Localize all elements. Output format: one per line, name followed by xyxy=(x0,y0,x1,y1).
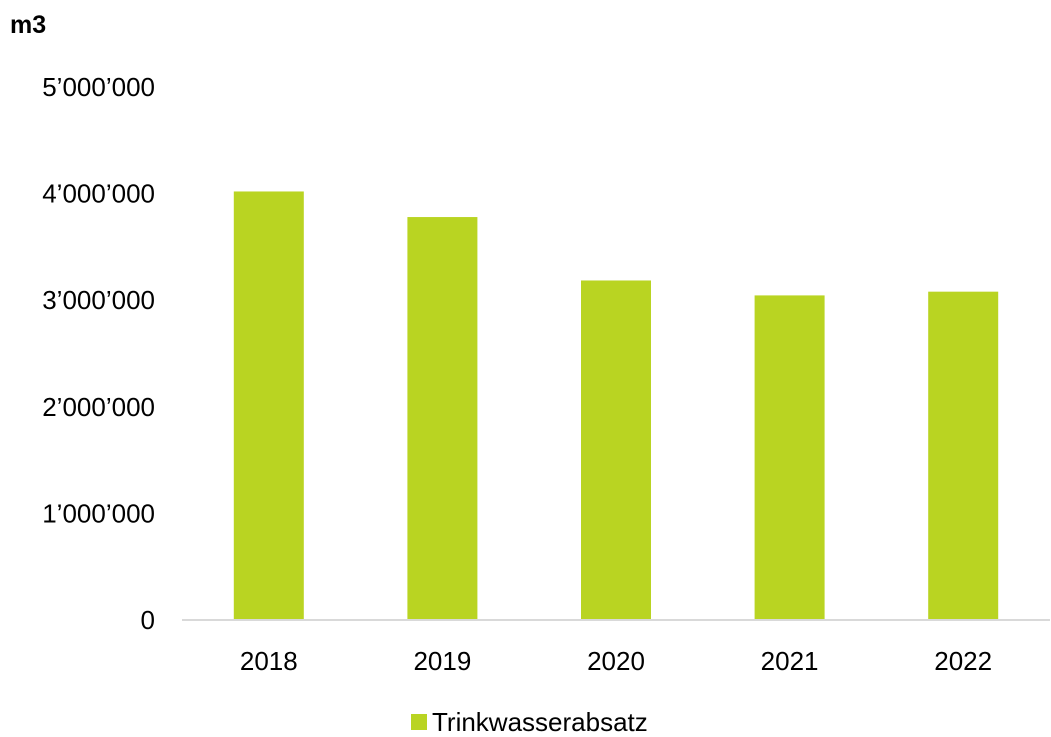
y-tick-label: 2’000’000 xyxy=(42,392,155,422)
bar-2020 xyxy=(581,280,651,620)
y-tick-label: 3’000’000 xyxy=(42,285,155,315)
y-unit-label: m3 xyxy=(10,11,46,39)
x-tick-label: 2018 xyxy=(240,646,298,676)
x-tick-label: 2021 xyxy=(761,646,819,676)
y-axis-ticks: 0 1’000’000 2’000’000 3’000’000 4’000’000 5’0… xyxy=(42,72,155,635)
legend-label: Trinkwasserabsatz xyxy=(432,707,648,737)
y-tick-label: 0 xyxy=(141,605,155,635)
y-tick-label: 4’000’000 xyxy=(42,179,155,209)
legend-swatch xyxy=(411,714,427,730)
legend: Trinkwasserabsatz xyxy=(411,707,648,737)
bar-series xyxy=(233,191,999,620)
bar-2022 xyxy=(928,291,999,620)
bar-2021 xyxy=(754,295,825,620)
x-tick-label: 2019 xyxy=(413,646,471,676)
x-axis-ticks: 2018 2019 2020 2021 2022 xyxy=(240,646,992,676)
x-tick-label: 2022 xyxy=(934,646,992,676)
y-tick-label: 5’000’000 xyxy=(42,72,155,102)
y-tick-label: 1’000’000 xyxy=(42,498,155,528)
bar-2018 xyxy=(233,191,304,620)
bar-2019 xyxy=(407,217,478,620)
x-tick-label: 2020 xyxy=(587,646,645,676)
